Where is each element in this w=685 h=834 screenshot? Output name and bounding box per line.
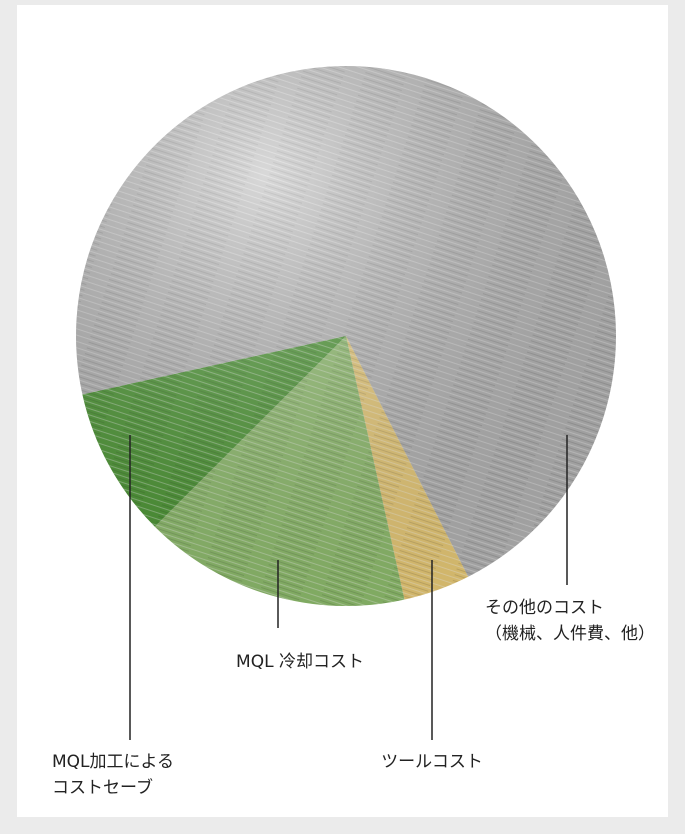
slice-label: （機械、人件費、他） [485, 624, 655, 644]
slice-label: その他のコスト [485, 598, 604, 618]
slice-label: MQL 冷却コスト [236, 652, 364, 672]
slice-label: MQL加工による [52, 752, 174, 772]
slice-label: コストセーブ [52, 777, 153, 798]
pie [76, 65, 617, 606]
labels: その他のコスト （機械、人件費、他） ツールコスト MQL 冷却コスト MQL加工による… [52, 435, 655, 798]
slice-label: ツールコスト [381, 752, 483, 772]
